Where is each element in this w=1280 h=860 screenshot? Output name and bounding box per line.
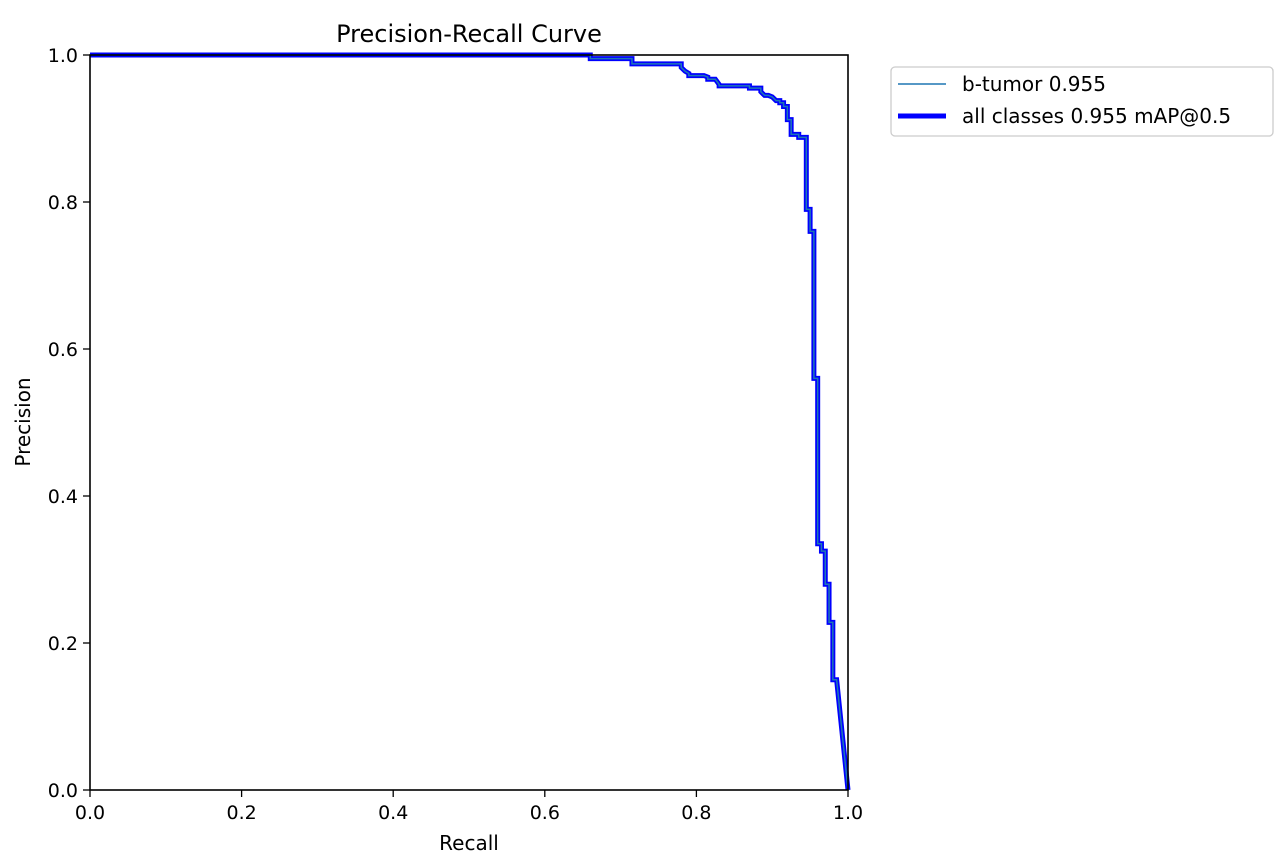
plot-area	[89, 52, 851, 791]
y-tick-label-1: 0.2	[48, 633, 78, 655]
y-axis-ticks: 0.0 0.2 0.4 0.6 0.8 1.0	[48, 45, 90, 802]
plot-frame	[89, 54, 849, 791]
legend-label-1: all classes 0.955 mAP@0.5	[962, 104, 1231, 128]
legend-label-0: b-tumor 0.955	[962, 72, 1106, 96]
y-tick-label-0: 0.0	[48, 780, 78, 802]
series-line-1	[90, 52, 851, 791]
series-lines	[90, 52, 851, 791]
x-tick-label-2: 0.4	[378, 802, 408, 824]
x-tick-label-5: 1.0	[833, 802, 863, 824]
legend: b-tumor 0.955 all classes 0.955 mAP@0.5	[890, 66, 1274, 137]
x-axis-ticks: 0.0 0.2 0.4 0.6 0.8 1.0	[75, 790, 863, 824]
y-tick-label-4: 0.8	[48, 192, 78, 214]
x-tick-label-0: 0.0	[75, 802, 105, 824]
x-tick-label-4: 0.8	[681, 802, 711, 824]
x-axis-label: Recall	[439, 831, 499, 855]
y-tick-label-2: 0.4	[48, 486, 78, 508]
y-tick-label-5: 1.0	[48, 45, 78, 67]
y-tick-label-3: 0.6	[48, 339, 78, 361]
series-line-0	[90, 54, 849, 791]
x-tick-label-1: 0.2	[226, 802, 256, 824]
legend-frame	[890, 66, 1274, 137]
y-axis-label: Precision	[11, 377, 35, 466]
x-tick-label-3: 0.6	[530, 802, 560, 824]
chart-title: Precision-Recall Curve	[336, 20, 602, 48]
